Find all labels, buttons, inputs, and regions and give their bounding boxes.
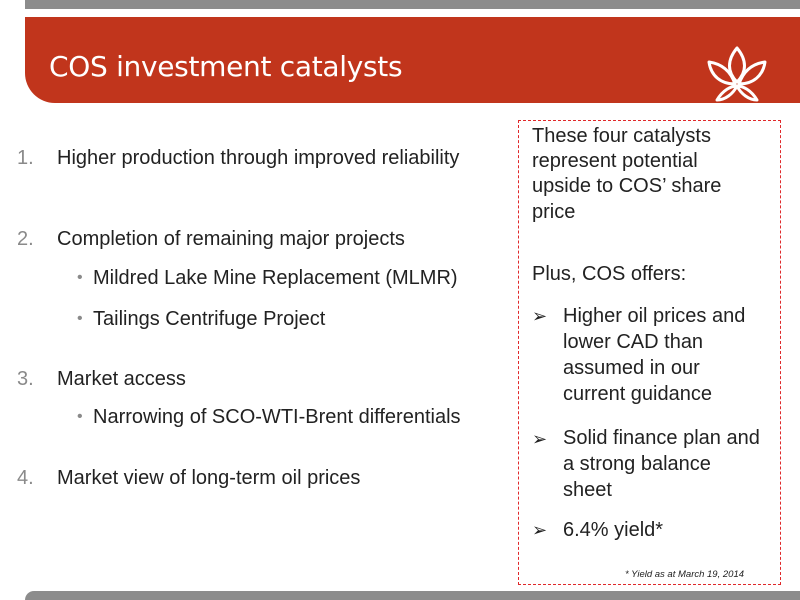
bullet-icon: • bbox=[77, 269, 83, 286]
callout-point-line: assumed in our bbox=[563, 357, 700, 379]
item-number: 2. bbox=[17, 228, 34, 250]
item-text: Higher production through improved relia… bbox=[57, 147, 460, 169]
yield-footnote: * Yield as at March 19, 2014 bbox=[625, 569, 745, 580]
callout-point-line: 6.4% yield* bbox=[563, 519, 664, 541]
callout-point-line: sheet bbox=[563, 479, 612, 501]
callout-plus-line: Plus, COS offers: bbox=[532, 263, 687, 285]
arrow-bullet-icon: ➢ bbox=[532, 429, 548, 449]
arrow-bullet-icon: ➢ bbox=[532, 306, 548, 326]
title-banner: COS investment catalysts bbox=[25, 17, 800, 103]
callout-box bbox=[518, 120, 781, 585]
item-number: 3. bbox=[17, 368, 34, 390]
flower-logo-icon bbox=[707, 46, 767, 102]
sub-item-text: Tailings Centrifuge Project bbox=[93, 308, 326, 330]
callout-intro-line: upside to COS’ share bbox=[532, 175, 722, 197]
callout-point-line: current guidance bbox=[563, 383, 712, 405]
bottom-accent-bar bbox=[25, 591, 800, 600]
sub-item-text: Mildred Lake Mine Replacement (MLMR) bbox=[93, 267, 458, 289]
callout-intro-line: price bbox=[532, 201, 576, 223]
item-number: 4. bbox=[17, 467, 34, 489]
callout-point-line: a strong balance bbox=[563, 453, 711, 475]
item-text: Market access bbox=[57, 368, 186, 390]
arrow-bullet-icon: ➢ bbox=[532, 520, 548, 540]
item-text: Market view of long-term oil prices bbox=[57, 467, 361, 489]
callout-intro-line: represent potential bbox=[532, 150, 698, 172]
bullet-icon: • bbox=[77, 408, 83, 425]
item-text: Completion of remaining major projects bbox=[57, 228, 405, 250]
callout-point-line: Solid finance plan and bbox=[563, 427, 760, 449]
bullet-icon: • bbox=[77, 310, 83, 327]
top-accent-bar bbox=[25, 0, 800, 9]
callout-point-line: Higher oil prices and bbox=[563, 305, 746, 327]
slide-title: COS investment catalysts bbox=[49, 50, 403, 83]
item-number: 1. bbox=[17, 147, 34, 169]
callout-point-line: lower CAD than bbox=[563, 331, 704, 353]
sub-item-text: Narrowing of SCO-WTI-Brent differentials bbox=[93, 406, 461, 428]
callout-intro-line: These four catalysts bbox=[532, 125, 711, 147]
